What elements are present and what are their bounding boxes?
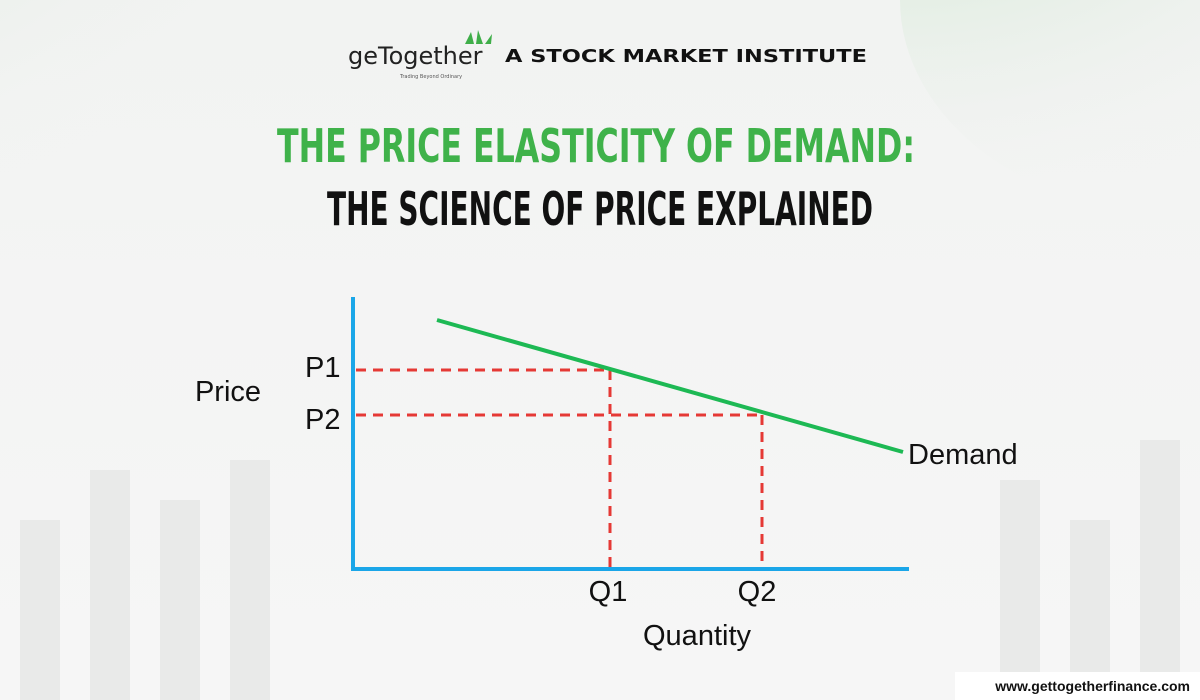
- quantity-level: Q1: [589, 576, 628, 608]
- footer-box: [955, 672, 1200, 700]
- partner: A STOCK MARKET INSTITUTE: [505, 46, 867, 67]
- diagram: P1 P2 Q1 Q2 Price Quantity Demand: [195, 297, 1018, 652]
- guides: [356, 368, 764, 567]
- x-axis-label: Quantity: [643, 620, 751, 652]
- quantity-level: Q2: [738, 576, 777, 608]
- title-line1: THE PRICE ELASTICITY OF DEMAND:: [277, 119, 915, 173]
- background-bars: [20, 440, 1180, 700]
- glow: [0, 0, 420, 260]
- price-level: P1: [305, 352, 340, 384]
- brand: geTogether: [348, 42, 483, 70]
- footer-url: www.gettogetherfinance.com: [994, 678, 1190, 694]
- title-line2: THE SCIENCE OF PRICE EXPLAINED: [327, 182, 873, 236]
- tagline: Trading Beyond Ordinary: [399, 74, 462, 80]
- curve-label: Demand: [908, 439, 1018, 471]
- brand-icon: [465, 30, 492, 44]
- price-level: P2: [305, 404, 340, 436]
- demand-curve: [436, 318, 904, 454]
- glow: [900, 0, 1200, 220]
- y-axis-label: Price: [195, 376, 261, 408]
